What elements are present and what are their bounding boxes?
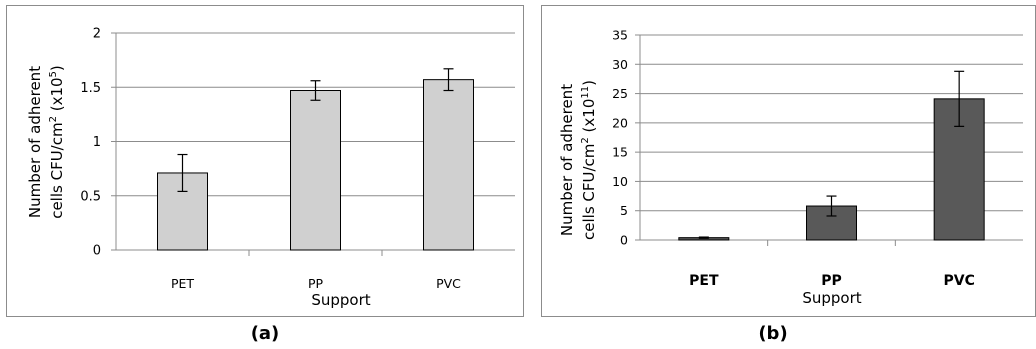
chart-panel-b: 0 5 10 15 20 25 30 35 PET PP PVC Support Number of a… [541, 5, 1036, 344]
chart-panel-a: 0 0.5 1 1.5 2 PET PP PVC Support Number of adhere… [6, 5, 524, 344]
y-tick-label: 20 [612, 115, 628, 130]
x-category-label: PP [308, 276, 324, 291]
y-tick-label: 0 [620, 233, 628, 248]
y-tick-label: 15 [612, 145, 628, 160]
x-category-label: PVC [436, 276, 461, 291]
panel-label: (a) [251, 323, 280, 344]
y-tick-label: 2 [93, 27, 101, 42]
y-axis-label-exponent: 5 [48, 71, 59, 77]
y-axis-label-unit-superscript: 2 [48, 116, 59, 122]
y-tick-label: 1 [93, 135, 101, 150]
x-category-label: PP [821, 273, 842, 289]
y-axis-label-line2: cells CFU/cm2 (x1011) [580, 80, 598, 240]
x-category-label: PET [689, 273, 719, 289]
bar-pp [290, 90, 341, 251]
y-axis-label-multiplier: (x10 [580, 99, 598, 138]
y-axis-label-unit-superscript: 2 [580, 137, 591, 143]
y-axis-label-unit: cells CFU/cm [48, 122, 66, 218]
x-category-label: PET [171, 276, 194, 291]
y-axis-label-line1: Number of adherent [26, 66, 44, 218]
y-tick-label: 25 [612, 86, 628, 101]
bar-pvc [423, 79, 474, 251]
x-axis-label: Support [802, 289, 861, 307]
panel-label: (b) [758, 323, 787, 344]
y-axis-label-line1: Number of adherent [558, 84, 576, 236]
y-axis-label-exponent: 11 [580, 86, 591, 99]
y-axis-label-close: ) [48, 65, 66, 71]
y-axis-label-unit: cells CFU/cm [580, 144, 598, 240]
y-axis-label-close: ) [580, 80, 598, 86]
y-tick-label: 5 [620, 203, 628, 218]
y-tick-label: 0.5 [80, 189, 101, 204]
y-tick-label: 0 [93, 244, 101, 259]
y-axis-label-line2: cells CFU/cm2 (x105) [48, 65, 66, 219]
y-tick-label: 30 [612, 57, 628, 72]
y-tick-label: 1.5 [80, 81, 101, 96]
y-tick-label: 10 [612, 174, 628, 189]
x-axis-label: Support [311, 291, 370, 309]
x-category-label: PVC [943, 273, 974, 289]
y-tick-label: 35 [612, 28, 628, 43]
y-axis-label-multiplier: (x10 [48, 77, 66, 116]
